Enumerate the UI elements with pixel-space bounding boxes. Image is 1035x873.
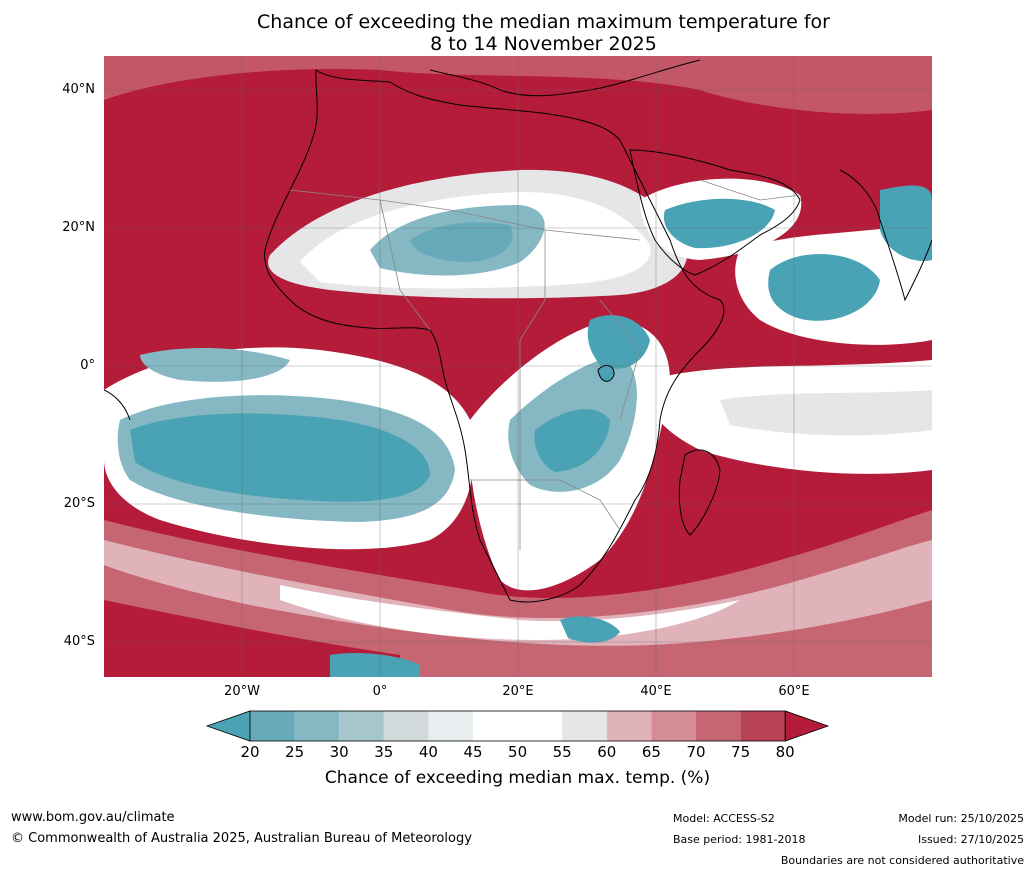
colorbar-tick-label: 70 <box>686 743 706 761</box>
lat-label: 40°N <box>62 82 95 97</box>
colorbar-title: Chance of exceeding median max. temp. (%… <box>324 768 711 788</box>
title-line-1: Chance of exceeding the median maximum t… <box>257 11 830 33</box>
field-gulf-cool <box>140 348 290 382</box>
colorbar-tick-label: 65 <box>641 743 661 761</box>
border-line-3 <box>519 230 546 550</box>
field-south-cold-patch-2 <box>560 616 620 643</box>
south-america-coastline <box>104 389 131 421</box>
border-line-1 <box>289 189 641 241</box>
lon-label: 20°W <box>224 684 260 699</box>
border-line-5 <box>599 299 641 421</box>
arabia-coastline <box>629 149 801 276</box>
footer-base-period: Base period: 1981-2018 <box>673 833 806 846</box>
footer-issued: Issued: 27/10/2025 <box>917 833 1024 846</box>
colorbar-tick-label: 80 <box>775 743 795 761</box>
colorbar-segment <box>428 711 473 741</box>
map-title: Chance of exceeding the median maximum t… <box>0 11 1035 55</box>
colorbar-tick-label: 45 <box>463 743 483 761</box>
footer-copyright: © Commonwealth of Australia 2025, Austra… <box>11 831 472 846</box>
colorbar <box>205 710 830 742</box>
lon-label: 60°E <box>778 684 810 699</box>
footer-disclaimer: Boundaries are not considered authoritat… <box>780 854 1024 867</box>
africa-coastline <box>264 69 725 603</box>
border-line-2 <box>379 199 431 331</box>
colorbar-frame <box>249 710 786 742</box>
madagascar-coastline <box>678 449 721 536</box>
border-line-4 <box>470 479 621 531</box>
colorbar-tick-label: 30 <box>329 743 349 761</box>
lat-label: 0° <box>80 358 95 373</box>
colorbar-tick-label: 50 <box>508 743 528 761</box>
lon-label: 40°E <box>640 684 672 699</box>
field-south-cold-patch <box>330 653 420 677</box>
footer-url[interactable]: www.bom.gov.au/climate <box>11 810 175 825</box>
colorbar-segment <box>383 711 429 741</box>
colorbar-tick-label: 60 <box>597 743 617 761</box>
colorbar-segment <box>339 711 384 741</box>
coastlines <box>104 59 932 603</box>
lat-label: 20°N <box>62 220 95 235</box>
colorbar-arrow-left <box>205 710 251 742</box>
field-north-warm <box>104 56 932 114</box>
colorbar-segment <box>606 711 652 741</box>
colorbar-tick-label: 35 <box>374 743 394 761</box>
europe-coastline <box>429 59 701 97</box>
colorbar-tick-label: 40 <box>418 743 438 761</box>
colorbar-tick-label: 55 <box>552 743 572 761</box>
colorbar-arrow-right <box>784 710 830 742</box>
footer-model: Model: ACCESS-S2 <box>673 812 775 825</box>
field-arabia-cold <box>663 198 775 249</box>
field-south-white <box>280 585 740 640</box>
colorbar-segment <box>740 711 786 741</box>
field-indian-ocean-grey <box>720 390 932 436</box>
colorbar-segment <box>696 711 741 741</box>
colorbar-tick-label: 25 <box>285 743 305 761</box>
colorbar-segment <box>250 711 295 741</box>
field-south-pink <box>104 540 932 646</box>
gridlines <box>104 56 932 677</box>
title-line-2: 8 to 14 November 2025 <box>430 33 657 55</box>
field-south-hot <box>104 600 400 677</box>
field-atlantic-cold <box>130 413 430 502</box>
colorbar-segment <box>517 711 563 741</box>
country-borders <box>289 179 801 550</box>
india-coastline <box>839 169 932 302</box>
colorbar-segment <box>562 711 607 741</box>
footer-model-run: Model run: 25/10/2025 <box>898 812 1024 825</box>
lat-label: 40°S <box>63 634 95 649</box>
field-sahel-cold <box>410 222 513 262</box>
colorbar-segment <box>651 711 696 741</box>
colorbar-tick-label: 75 <box>731 743 751 761</box>
border-line-6 <box>699 179 801 201</box>
lon-label: 0° <box>372 684 388 699</box>
field-india-cold <box>880 185 932 261</box>
field-east-africa-cold <box>587 315 650 369</box>
field-southern-africa-cold <box>534 409 610 472</box>
colorbar-segment <box>294 711 340 741</box>
lat-label: 20°S <box>63 496 95 511</box>
colorbar-tick-label: 20 <box>240 743 260 761</box>
field-arabian-sea-cold <box>768 253 880 321</box>
colorbar-segment <box>473 711 518 741</box>
lon-label: 20°E <box>502 684 534 699</box>
